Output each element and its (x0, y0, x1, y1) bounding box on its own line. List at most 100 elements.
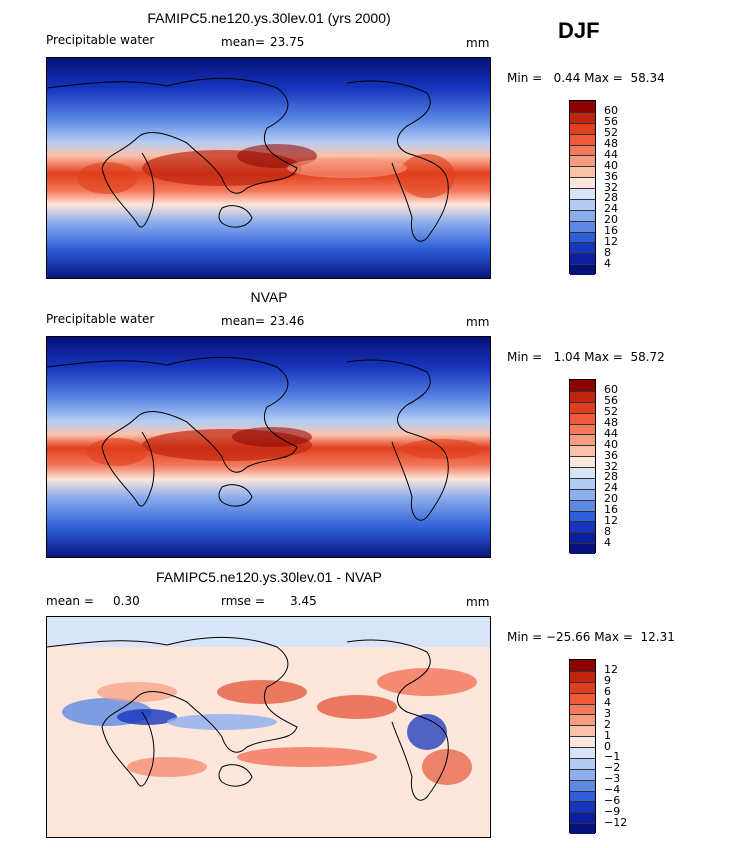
season-label: DJF (558, 18, 600, 43)
colorbar-1-label: 24 (604, 202, 618, 216)
colorbar-2-swatch-14 (570, 532, 595, 544)
colorbar-1-label: 28 (604, 191, 618, 205)
panel-3-units: mm (466, 595, 490, 609)
panel-3-mean-label: mean = (46, 594, 94, 608)
colorbar-1-swatch-10 (570, 209, 595, 221)
panel-3-field (47, 617, 490, 837)
colorbar-1-label: 60 (604, 104, 618, 118)
panel-3-title: FAMIPC5.ne120.ys.30lev.01 - NVAP (156, 569, 382, 585)
panel-2-colorbar (569, 379, 596, 554)
panel-1-variable: Precipitable water (46, 33, 155, 47)
colorbar-1-swatch-5 (570, 155, 595, 167)
colorbar-1-label: 32 (604, 180, 618, 194)
colorbar-2-label: 24 (604, 481, 618, 495)
panel-2-field (47, 337, 490, 557)
colorbar-2-label: 36 (604, 448, 618, 462)
colorbar-2-swatch-8 (570, 467, 595, 478)
panel-1-title: FAMIPC5.ne120.ys.30lev.01 (yrs 2000) (147, 10, 391, 26)
colorbar-3-label: −12 (604, 815, 628, 829)
colorbar-2-label: 12 (604, 513, 618, 527)
colorbar-3-label: −6 (604, 793, 621, 807)
panel-3-map (46, 616, 491, 838)
colorbar-2-swatch-0 (570, 380, 595, 391)
colorbar-3-swatch-5 (570, 714, 595, 726)
panel-2-variable: Precipitable water (46, 312, 155, 326)
panel-2-mean-value: 23.46 (270, 314, 305, 328)
colorbar-1-label: 56 (604, 115, 618, 129)
colorbar-3-swatch-11 (570, 779, 595, 791)
colorbar-1-label: 48 (604, 137, 618, 150)
colorbar-1-swatch-14 (570, 253, 595, 265)
colorbar-2-label: 28 (604, 470, 618, 484)
colorbar-2-swatch-1 (570, 390, 595, 402)
colorbar-1-label: 52 (604, 126, 618, 140)
colorbar-1-swatch-4 (570, 144, 595, 156)
colorbar-1-label: 12 (604, 234, 618, 248)
panel-2-mean-label: mean= (221, 314, 266, 328)
colorbar-2-swatch-15 (570, 543, 595, 554)
colorbar-1-swatch-8 (570, 188, 595, 199)
panel-2-units: mm (466, 315, 490, 329)
colorbar-1-label: 4 (604, 256, 611, 270)
colorbar-3-swatch-1 (570, 670, 595, 682)
colorbar-3-swatch-4 (570, 703, 595, 715)
panel-3-minmax: Min = −25.66 Max = 12.31 (507, 630, 675, 644)
panel-3-rmse-label: rmse = (221, 594, 265, 608)
panel-1-field (47, 58, 490, 278)
colorbar-2-swatch-3 (570, 412, 595, 424)
colorbar-3-swatch-10 (570, 768, 595, 780)
colorbar-3-label: 0 (604, 739, 611, 753)
panel-1-minmax: Min = 0.44 Max = 58.34 (507, 71, 665, 85)
colorbar-1-swatch-9 (570, 198, 595, 210)
colorbar-3-label: 3 (604, 706, 611, 720)
colorbar-3-swatch-13 (570, 801, 595, 813)
colorbar-3-label: 12 (604, 663, 618, 677)
colorbar-1-swatch-1 (570, 111, 595, 123)
colorbar-3-label: 9 (604, 674, 611, 688)
colorbar-3-label: −2 (604, 761, 621, 775)
colorbar-1-swatch-12 (570, 231, 595, 243)
colorbar-1-swatch-13 (570, 242, 595, 254)
colorbar-2-swatch-9 (570, 477, 595, 489)
colorbar-1-swatch-11 (570, 220, 595, 232)
colorbar-3-swatch-15 (570, 823, 595, 834)
colorbar-1-label: 16 (604, 224, 618, 237)
colorbar-1-swatch-6 (570, 166, 595, 178)
panel-3-rmse-value: 3.45 (290, 594, 317, 608)
colorbar-2-swatch-4 (570, 423, 595, 435)
colorbar-1-swatch-2 (570, 122, 595, 134)
colorbar-2-swatch-12 (570, 510, 595, 522)
colorbar-2-swatch-10 (570, 488, 595, 500)
colorbar-2-label: 20 (604, 492, 618, 506)
colorbar-2-label: 40 (604, 437, 618, 451)
colorbar-2-label: 60 (604, 383, 618, 397)
colorbar-3-swatch-0 (570, 660, 595, 671)
panel-3-mean-value: 0.30 (113, 594, 140, 608)
colorbar-2-label: 8 (604, 524, 611, 538)
colorbar-1-swatch-7 (570, 177, 595, 188)
colorbar-1-label: 8 (604, 245, 611, 259)
colorbar-3-swatch-7 (570, 736, 595, 747)
colorbar-1-label: 20 (604, 213, 618, 227)
colorbar-1-swatch-0 (570, 101, 595, 112)
colorbar-2-swatch-11 (570, 499, 595, 511)
colorbar-2-label: 52 (604, 405, 618, 419)
panel-2-minmax: Min = 1.04 Max = 58.72 (507, 350, 665, 364)
colorbar-1-swatch-15 (570, 264, 595, 275)
colorbar-3-label: 6 (604, 685, 611, 699)
colorbar-2-swatch-2 (570, 401, 595, 413)
colorbar-3-swatch-6 (570, 725, 595, 737)
colorbar-3-swatch-12 (570, 790, 595, 802)
colorbar-2-label: 4 (604, 535, 611, 549)
panel-1-mean-value: 23.75 (270, 35, 305, 49)
panel-3-colorbar (569, 659, 596, 834)
colorbar-2-swatch-7 (570, 456, 595, 467)
colorbar-3-label: 4 (604, 696, 611, 709)
colorbar-1-label: 40 (604, 158, 618, 172)
colorbar-2-label: 16 (604, 503, 618, 516)
colorbar-2-swatch-5 (570, 434, 595, 446)
colorbar-3-swatch-14 (570, 812, 595, 824)
colorbar-3-label: −4 (604, 783, 621, 796)
panel-2-map (46, 336, 491, 558)
colorbar-3-swatch-2 (570, 681, 595, 693)
